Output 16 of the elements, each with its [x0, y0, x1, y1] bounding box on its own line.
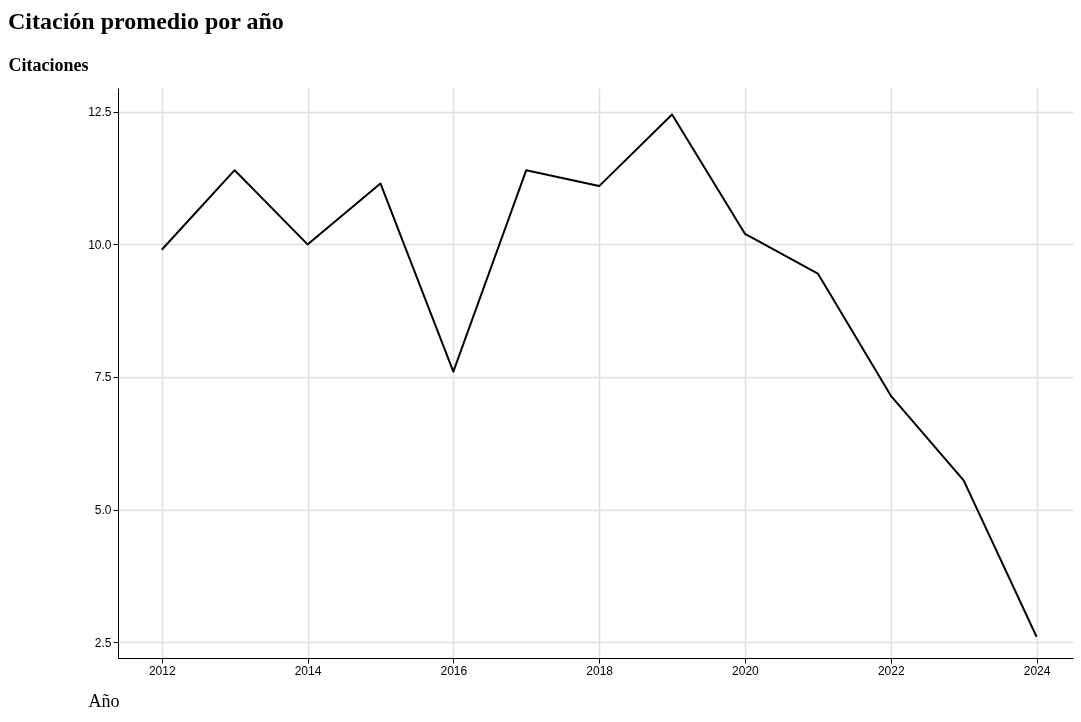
- x-tick-label: 2014: [294, 663, 322, 678]
- chart-title: Citación promedio por año: [8, 8, 284, 34]
- y-tick-label: 10.0: [88, 237, 112, 252]
- y-tick-label: 5.0: [94, 503, 112, 518]
- x-tick-label: 2018: [586, 663, 614, 678]
- y-tick-label: 7.5: [94, 370, 112, 385]
- x-tick-label: 2016: [440, 663, 468, 678]
- x-tick-label: 2022: [877, 663, 905, 678]
- x-tick-label: 2024: [1023, 663, 1051, 678]
- y-axis-title: Citaciones: [8, 54, 89, 75]
- x-tick-label: 2020: [732, 663, 760, 678]
- x-axis-title: Año: [88, 690, 120, 711]
- y-tick-label: 12.5: [88, 105, 112, 120]
- y-tick-label: 2.5: [94, 635, 112, 650]
- x-tick-label: 2012: [148, 663, 176, 678]
- line-series: [160, 113, 1038, 638]
